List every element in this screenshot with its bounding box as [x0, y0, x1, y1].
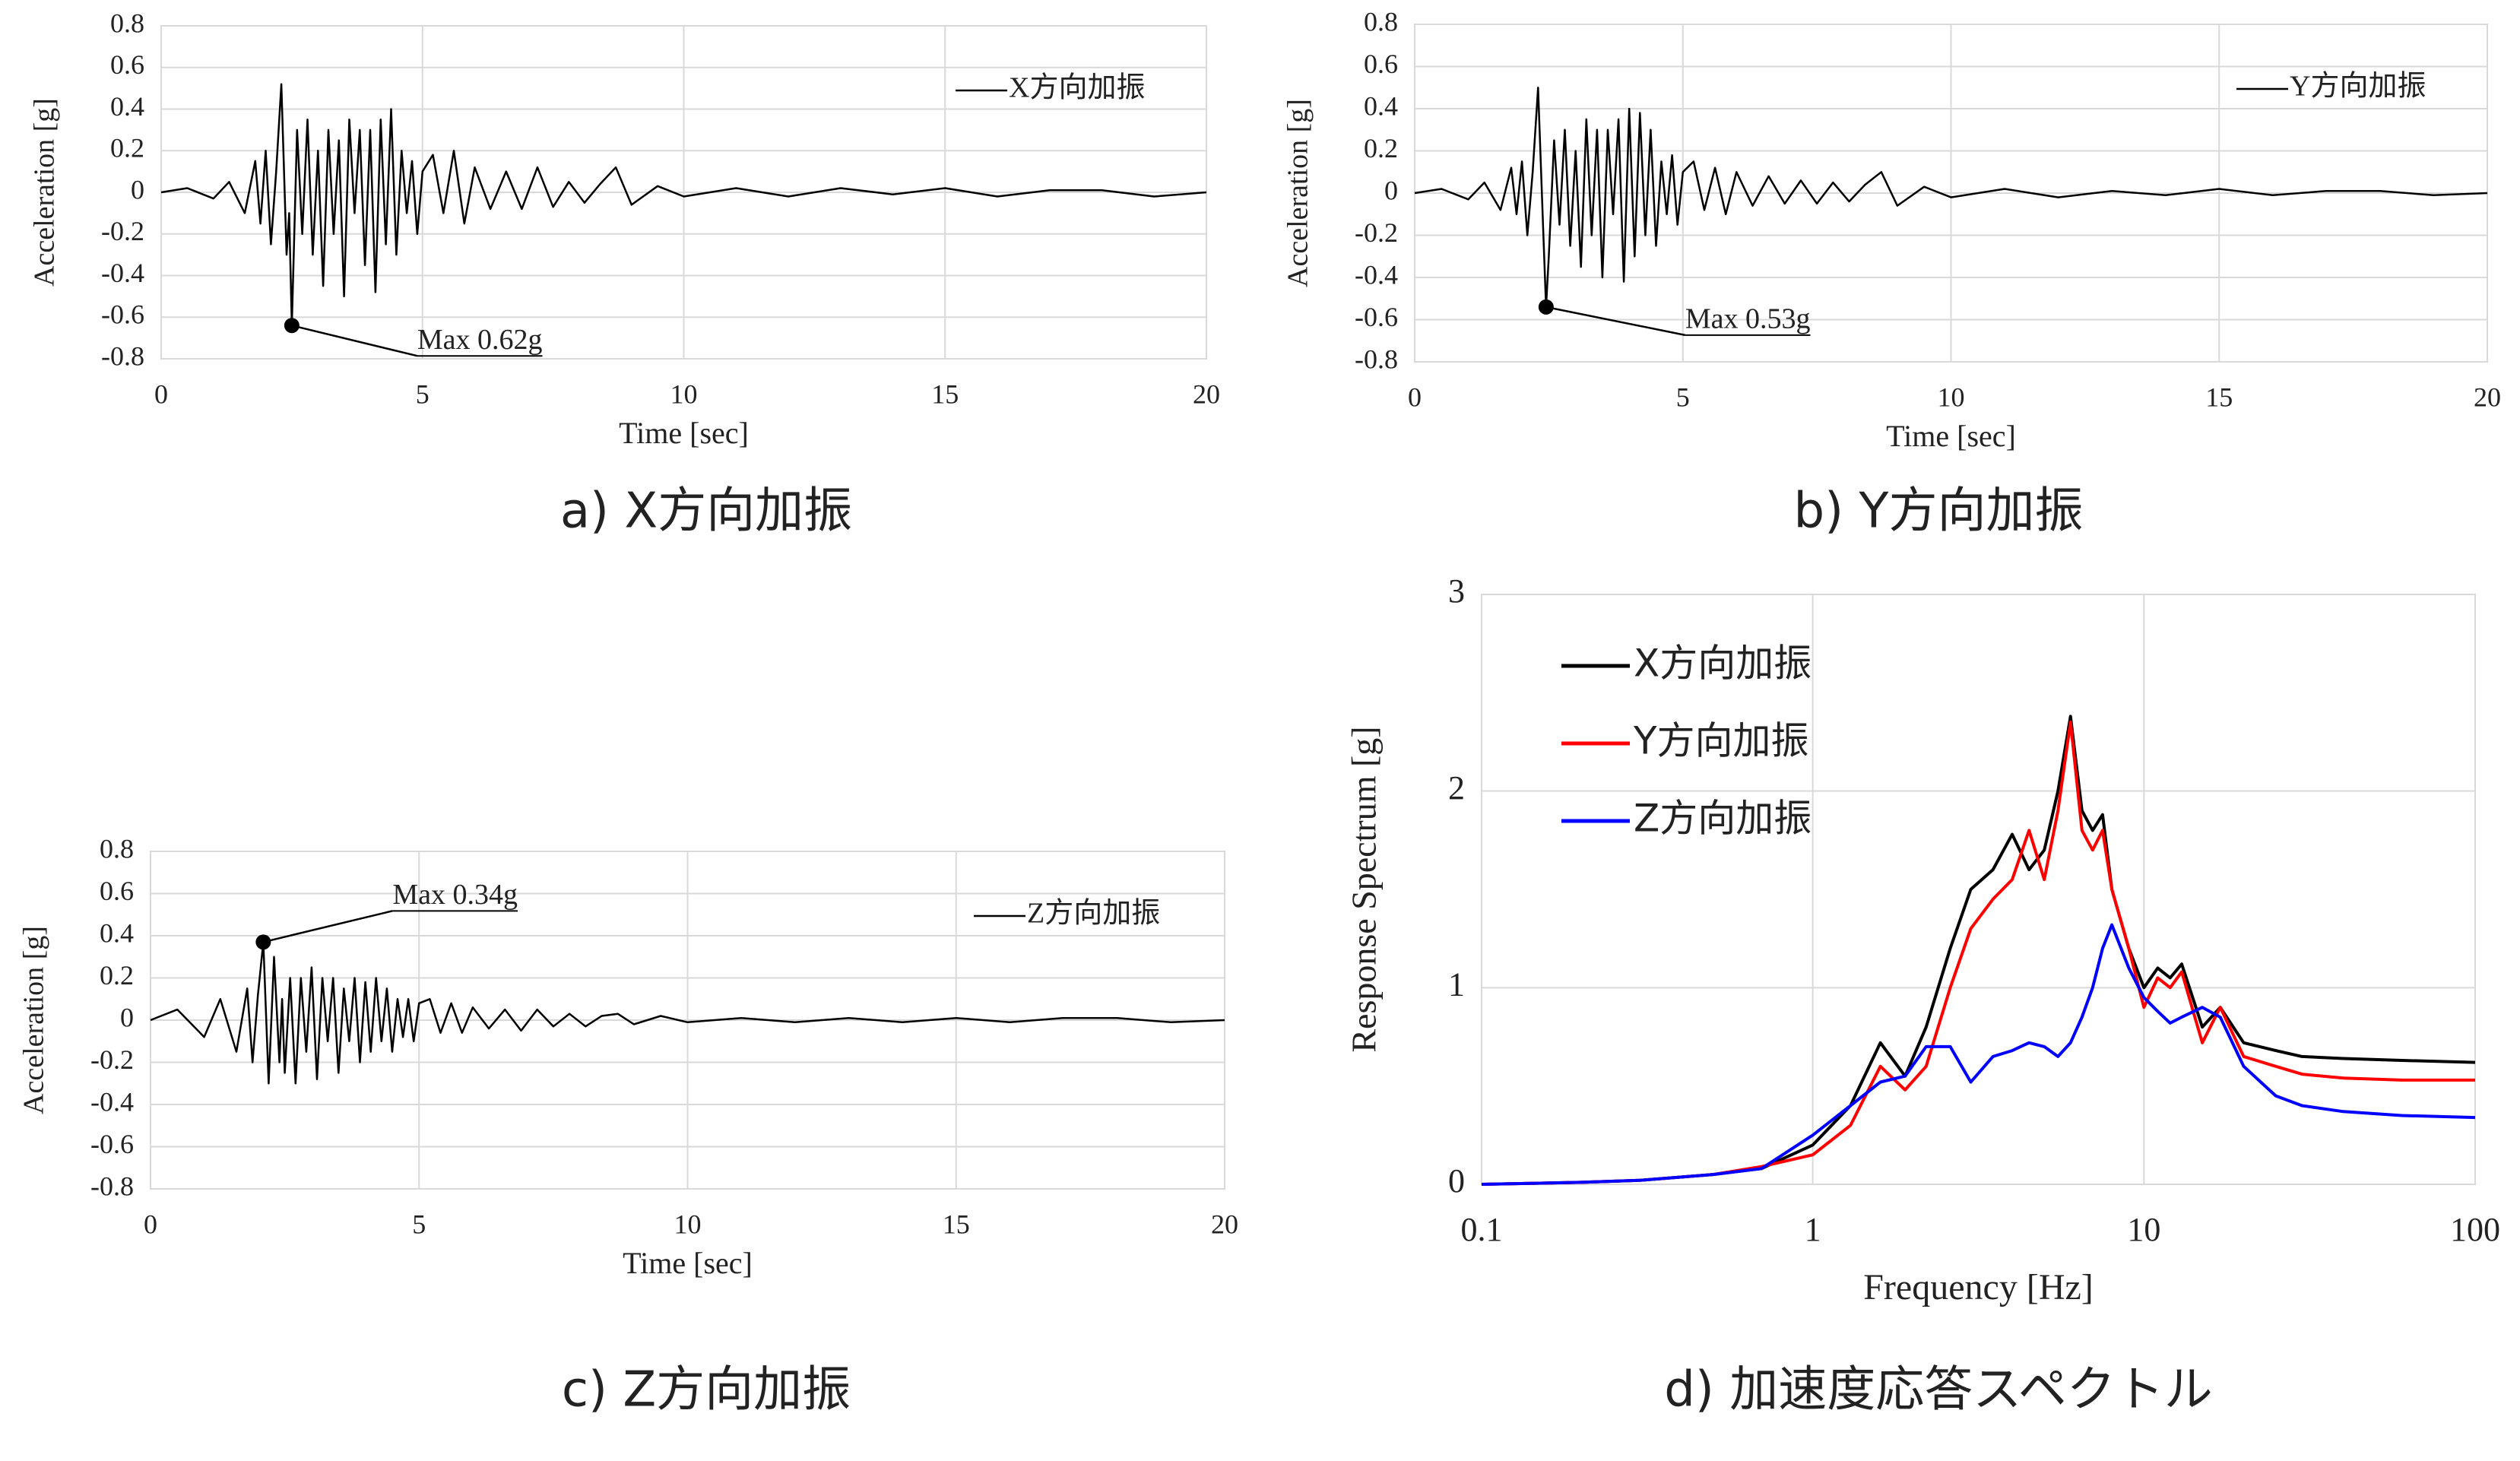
- y-tick-label: -0.8: [90, 1171, 134, 1201]
- series-line: [1481, 715, 2476, 1186]
- x-tick-label: 10: [670, 379, 698, 409]
- chart-caption: a) X方向加振: [560, 483, 852, 540]
- y-tick-label: -0.2: [1355, 217, 1398, 248]
- x-tick-label: 0: [1408, 382, 1422, 412]
- y-tick-label: -0.4: [90, 1086, 134, 1117]
- y-tick-label: 0.6: [1364, 49, 1398, 79]
- y-tick-label: 0.6: [100, 876, 134, 906]
- y-tick-label: 0.4: [1364, 90, 1398, 121]
- annotation-leader: [1545, 306, 1686, 337]
- y-tick-label: -0.4: [1355, 259, 1398, 290]
- x-tick-label: 10: [1938, 382, 1965, 412]
- legend-label: Y方向加振: [2290, 71, 2426, 103]
- x-tick-label: 15: [943, 1209, 970, 1239]
- series-line: [1414, 87, 2488, 309]
- x-axis-label: Frequency [Hz]: [1863, 1267, 2094, 1307]
- x-axis-label: Time [sec]: [619, 416, 749, 450]
- y-tick-label: 0.8: [100, 833, 134, 864]
- y-tick-label: 1: [1448, 965, 1465, 1003]
- chart-caption: c) Z方向加振: [562, 1362, 851, 1418]
- y-tick-label: 0.2: [100, 960, 134, 990]
- y-axis-label: Acceleration [g]: [1282, 99, 1314, 287]
- annotation-marker: [1538, 299, 1554, 315]
- x-tick-label: 5: [1676, 382, 1690, 412]
- x-tick-label: 10: [2127, 1211, 2160, 1248]
- y-tick-label: -0.6: [1355, 302, 1398, 332]
- y-tick-label: -0.2: [101, 216, 144, 246]
- annotation-leader: [291, 324, 418, 357]
- y-tick-label: -0.8: [101, 341, 144, 371]
- legend-label: Z方向加振: [1634, 797, 1812, 841]
- y-tick-label: 0: [131, 174, 144, 204]
- x-tick-label: 5: [416, 379, 430, 409]
- annotation-leader: [263, 910, 393, 943]
- legend-label: Z方向加振: [1027, 898, 1160, 930]
- y-tick-label: -0.6: [90, 1129, 134, 1159]
- legend-label: X方向加振: [1634, 642, 1812, 686]
- x-tick-label: 10: [674, 1209, 702, 1239]
- x-tick-label: 20: [2474, 382, 2501, 412]
- series-line: [1481, 923, 2476, 1186]
- y-axis-label: Acceleration [g]: [29, 98, 61, 287]
- x-tick-label: 0.1: [1461, 1211, 1503, 1248]
- y-tick-label: 2: [1448, 769, 1465, 807]
- y-tick-label: -0.8: [1355, 344, 1398, 374]
- x-tick-label: 5: [412, 1209, 426, 1239]
- y-axis-label: Acceleration [g]: [18, 926, 50, 1114]
- series-line: [150, 941, 1225, 1085]
- annotation-marker: [284, 318, 300, 334]
- y-tick-label: 0.6: [110, 49, 144, 80]
- x-tick-label: 100: [2450, 1211, 2500, 1248]
- y-tick-label: 0: [1384, 175, 1398, 205]
- legend-label: X方向加振: [1009, 72, 1145, 104]
- x-tick-label: 15: [2205, 382, 2233, 412]
- y-tick-label: 3: [1448, 572, 1465, 610]
- legend-label: Y方向加振: [1633, 719, 1809, 763]
- annotation-marker: [255, 934, 271, 950]
- series-line: [160, 83, 1207, 327]
- x-tick-label: 15: [931, 379, 959, 409]
- y-axis-label: Response Spectrum [g]: [1345, 726, 1384, 1052]
- annotation-label: Max 0.53g: [1685, 303, 1811, 335]
- x-axis-label: Time [sec]: [1886, 419, 2016, 453]
- y-tick-label: 0.8: [110, 8, 144, 38]
- annotation-label: Max 0.34g: [392, 879, 518, 911]
- x-tick-label: 20: [1193, 379, 1220, 409]
- chart-caption: d) 加速度応答スペクトル: [1664, 1362, 2212, 1418]
- y-tick-label: -0.2: [90, 1044, 134, 1075]
- y-tick-label: 0.8: [1364, 6, 1398, 36]
- annotation-label: Max 0.62g: [417, 324, 543, 356]
- y-tick-label: -0.6: [101, 299, 144, 330]
- x-tick-label: 1: [1805, 1211, 1821, 1248]
- y-tick-label: 0.4: [100, 917, 134, 948]
- plot-frame: [1481, 594, 2476, 1185]
- x-tick-label: 20: [1211, 1209, 1238, 1239]
- y-tick-label: 0.2: [110, 133, 144, 163]
- x-tick-label: 0: [144, 1209, 157, 1239]
- y-tick-label: -0.4: [101, 258, 144, 288]
- chart-caption: b) Y方向加振: [1793, 483, 2083, 540]
- y-tick-label: 0: [120, 1002, 134, 1032]
- series-line: [1481, 721, 2475, 1186]
- y-tick-label: 0: [1448, 1162, 1465, 1200]
- y-tick-label: 0.2: [1364, 133, 1398, 163]
- x-axis-label: Time [sec]: [623, 1246, 753, 1280]
- x-tick-label: 0: [154, 379, 168, 409]
- y-tick-label: 0.4: [110, 91, 144, 122]
